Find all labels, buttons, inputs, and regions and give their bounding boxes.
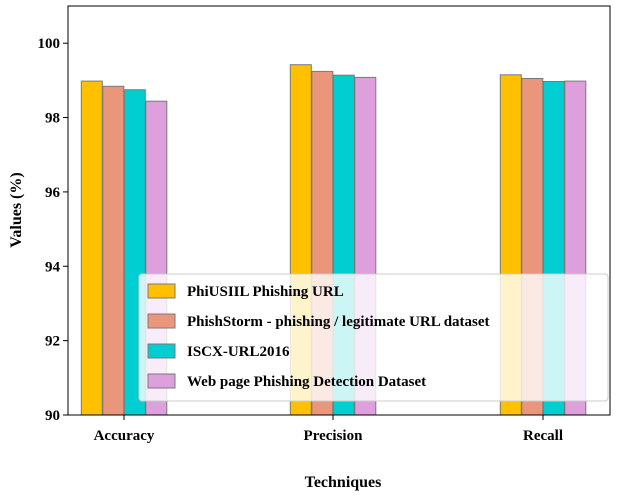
y-tick-label: 92 — [45, 334, 60, 350]
legend: PhiUSIIL Phishing URL PhishStorm - phishi… — [138, 273, 609, 402]
y-tick-label: 100 — [38, 36, 61, 52]
x-tick-label-precision: Precision — [304, 428, 364, 444]
legend-box — [138, 273, 609, 402]
y-tick-label: 90 — [45, 408, 60, 424]
bar-accuracy-phishstorm-phishing-legitimate-url-dataset — [102, 85, 125, 416]
legend-label-phishstorm-phishing-legitimate-url-dataset: PhishStorm - phishing / legitimate URL d… — [187, 314, 490, 330]
legend-label-iscx-url2016: ISCX-URL2016 — [187, 344, 290, 360]
y-tick-label: 94 — [45, 259, 61, 275]
legend-label-web-page-phishing-detection-dataset: Web page Phishing Detection Dataset — [187, 374, 426, 390]
legend-swatch-iscx-url2016 — [147, 343, 176, 359]
x-tick-label-accuracy: Accuracy — [94, 428, 155, 444]
x-axis-title: Techniques — [305, 474, 382, 491]
plot-frame — [67, 5, 611, 416]
legend-swatch-phishstorm-phishing-legitimate-url-dataset — [147, 313, 176, 329]
legend-label-phiusiil-phishing-url: PhiUSIIL Phishing URL — [187, 284, 344, 300]
y-tick-label: 96 — [45, 185, 61, 201]
legend-swatch-phiusiil-phishing-url — [147, 283, 176, 299]
x-tick-label-recall: Recall — [523, 428, 563, 444]
y-axis: 90 92 94 96 98 100 — [38, 36, 68, 424]
y-tick-label: 98 — [45, 111, 60, 127]
y-axis-title: Values (%) — [8, 172, 25, 247]
legend-swatch-web-page-phishing-detection-dataset — [147, 373, 176, 389]
x-axis: Accuracy Precision Recall — [94, 415, 563, 444]
bar-accuracy-phiusiil-phishing-url — [80, 80, 103, 416]
